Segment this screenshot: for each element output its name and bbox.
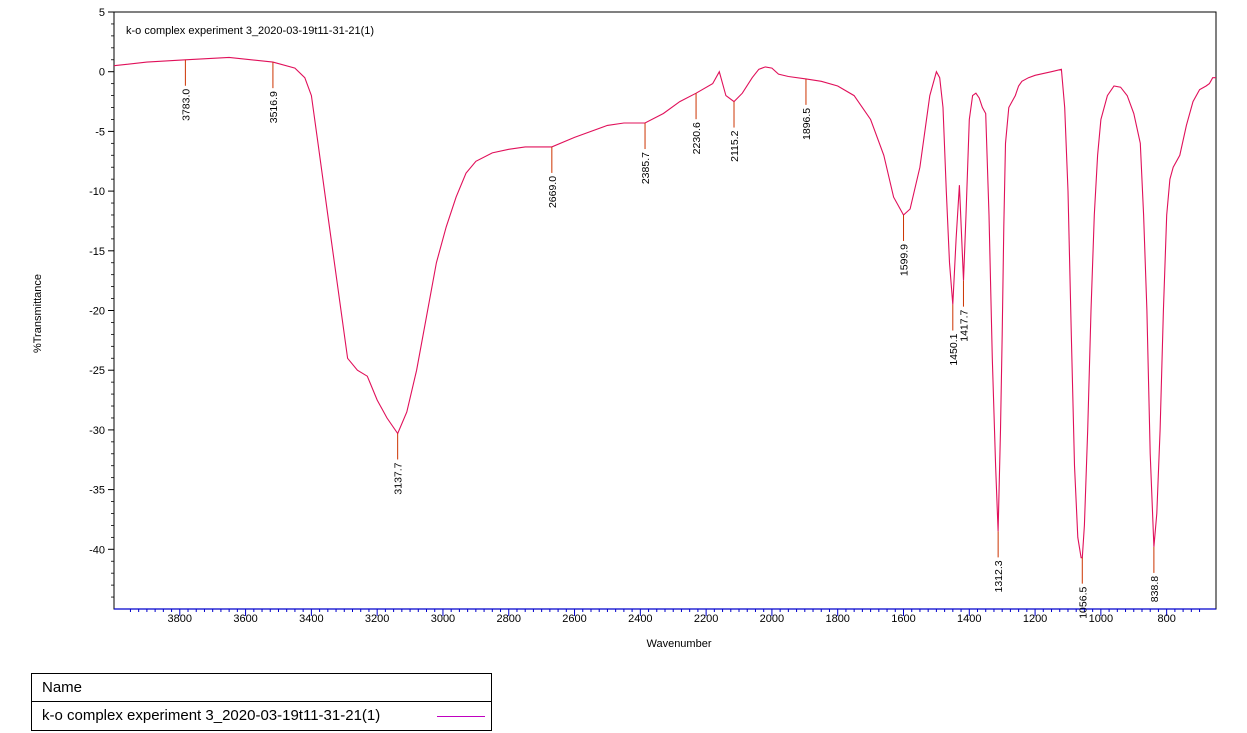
- x-tick-label: 2600: [562, 613, 586, 625]
- x-tick-label: 1600: [891, 613, 915, 625]
- peak-label: 3137.7: [393, 462, 405, 494]
- y-tick-label: -5: [95, 126, 105, 138]
- y-tick-label: -15: [89, 246, 105, 258]
- x-tick-label: 2200: [694, 613, 718, 625]
- x-tick-label: 800: [1157, 613, 1175, 625]
- x-tick-label: 2000: [760, 613, 784, 625]
- y-tick-label: 5: [99, 7, 105, 19]
- y-tick-label: -25: [89, 365, 105, 377]
- x-tick-label: 3600: [233, 613, 257, 625]
- x-tick-label: 2400: [628, 613, 652, 625]
- peak-label: 2385.7: [640, 152, 652, 184]
- x-tick-label: 1000: [1089, 613, 1113, 625]
- y-tick-label: -20: [89, 306, 105, 318]
- y-axis-label: %Transmittance: [32, 274, 44, 353]
- x-tick-label: 3200: [365, 613, 389, 625]
- ir-spectrum-chart: k-o complex experiment 3_2020-03-19t11-3…: [32, 7, 1217, 650]
- peak-label: 2230.6: [691, 122, 703, 154]
- y-tick-label: -10: [89, 186, 105, 198]
- x-tick-label: 3000: [431, 613, 455, 625]
- x-axis-label: Wavenumber: [646, 638, 711, 650]
- peak-label: 2115.2: [729, 130, 741, 161]
- peak-label: 3516.9: [268, 91, 280, 123]
- x-tick-label: 1200: [1023, 613, 1047, 625]
- legend-entry-label: k-o complex experiment 3_2020-03-19t11-3…: [42, 707, 381, 724]
- peak-label: 1056.5: [1077, 587, 1089, 619]
- x-tick-label: 2800: [497, 613, 521, 625]
- legend-table: Name k-o complex experiment 3_2020-03-19…: [31, 673, 492, 731]
- peak-label: 1599.9: [899, 244, 911, 276]
- x-tick-label: 3400: [299, 613, 323, 625]
- peak-label: 1450.1: [948, 333, 960, 365]
- y-tick-label: -40: [89, 544, 105, 556]
- x-tick-label: 1400: [957, 613, 981, 625]
- peak-label: 2669.0: [547, 176, 559, 208]
- peak-label: 1896.5: [801, 108, 813, 140]
- peak-label: 838.8: [1149, 576, 1161, 602]
- peak-label: 1417.7: [958, 309, 970, 341]
- legend-entry: k-o complex experiment 3_2020-03-19t11-3…: [32, 702, 491, 730]
- spectrum-line: [113, 56, 1216, 559]
- x-tick-label: 1800: [825, 613, 849, 625]
- legend-header: Name: [32, 674, 491, 702]
- peak-label: 1312.3: [993, 560, 1005, 592]
- y-tick-label: -30: [89, 425, 105, 437]
- y-tick-label: -35: [89, 485, 105, 497]
- x-tick-label: 3800: [168, 613, 192, 625]
- legend-line-swatch: [437, 716, 485, 717]
- y-tick-label: 0: [99, 67, 105, 79]
- chart-title: k-o complex experiment 3_2020-03-19t11-3…: [126, 25, 374, 37]
- peak-label: 3783.0: [180, 89, 192, 121]
